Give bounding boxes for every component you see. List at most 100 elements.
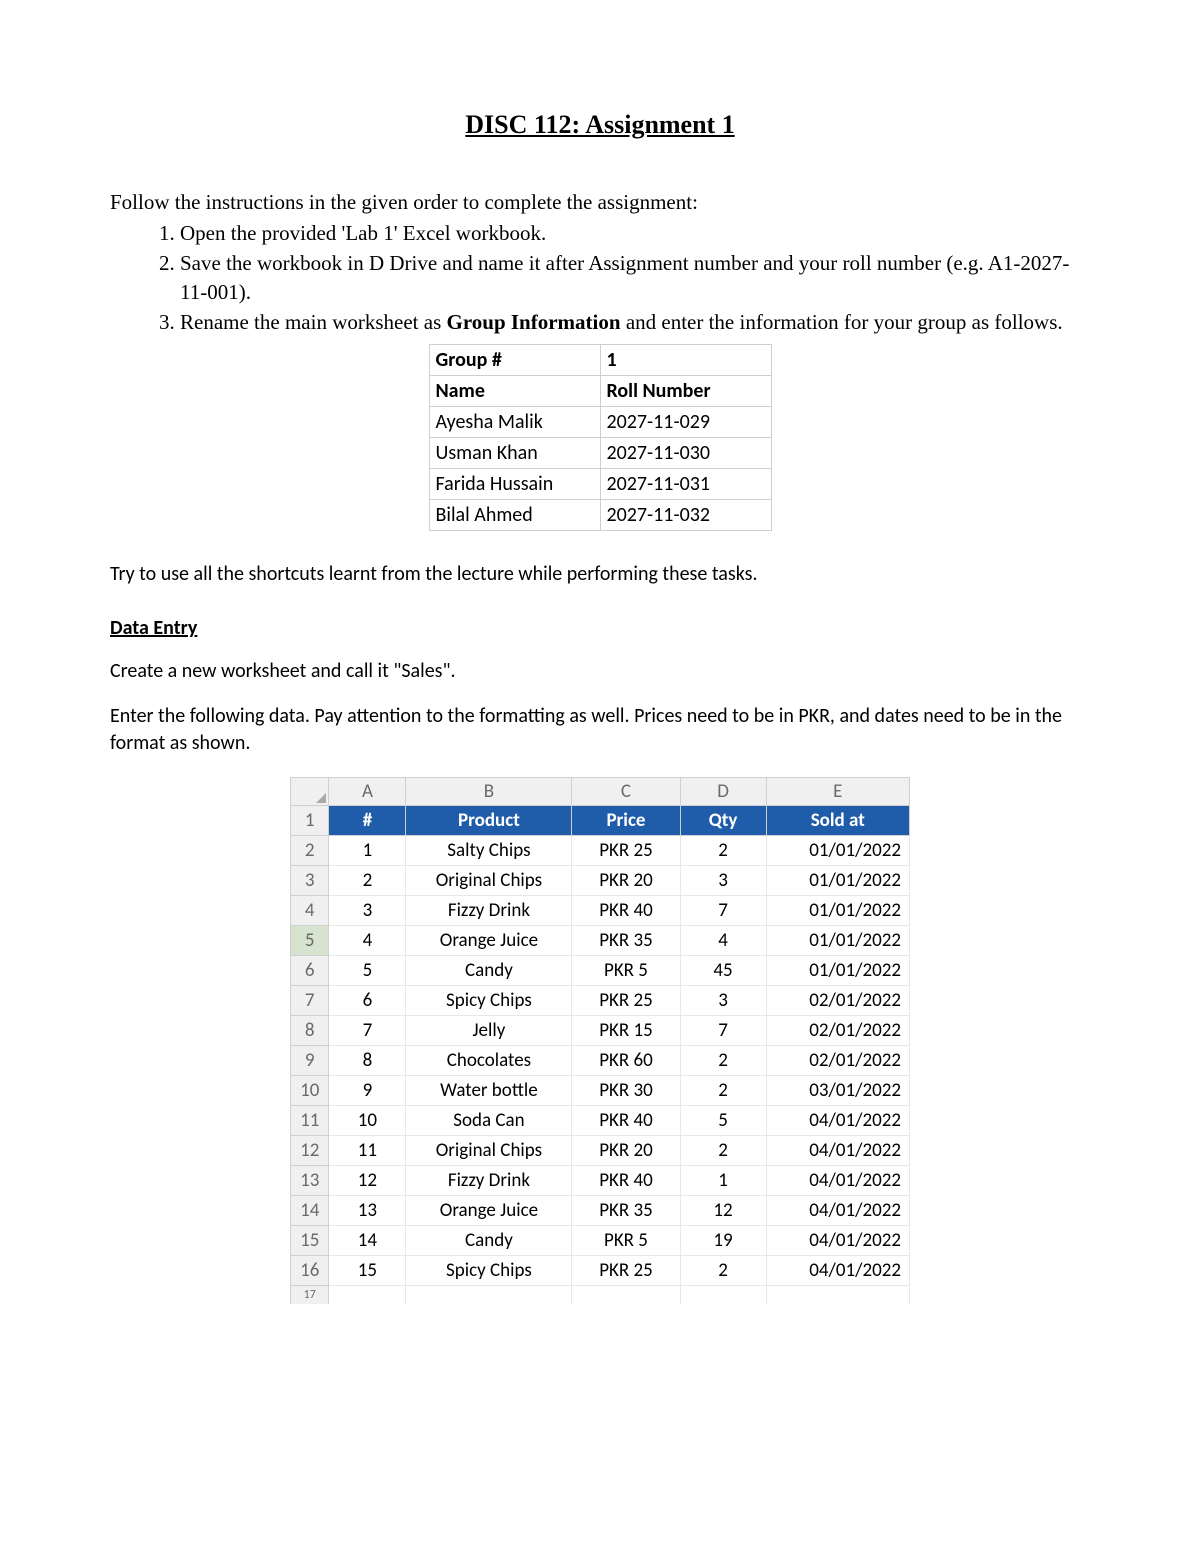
cell-num[interactable]: 7 <box>329 1016 406 1046</box>
cell-qty[interactable]: 2 <box>680 1136 766 1166</box>
cell-qty[interactable]: 2 <box>680 1046 766 1076</box>
row-header[interactable]: 12 <box>291 1136 329 1166</box>
row-header[interactable]: 2 <box>291 836 329 866</box>
cell-price[interactable]: PKR 5 <box>572 956 680 986</box>
row-header[interactable]: 10 <box>291 1076 329 1106</box>
row-header-1[interactable]: 1 <box>291 806 329 836</box>
cell-price[interactable]: PKR 20 <box>572 866 680 896</box>
cell-num[interactable]: 2 <box>329 866 406 896</box>
cell-price[interactable]: PKR 40 <box>572 896 680 926</box>
cell-num[interactable]: 15 <box>329 1256 406 1286</box>
cell-product[interactable]: Candy <box>406 1226 572 1256</box>
row-header[interactable]: 16 <box>291 1256 329 1286</box>
cell-product[interactable]: Orange Juice <box>406 1196 572 1226</box>
data-header-num[interactable]: # <box>329 806 406 836</box>
cell-num[interactable]: 10 <box>329 1106 406 1136</box>
cell-price[interactable]: PKR 60 <box>572 1046 680 1076</box>
cell-price[interactable]: PKR 40 <box>572 1166 680 1196</box>
cell-qty[interactable]: 45 <box>680 956 766 986</box>
cell-price[interactable]: PKR 5 <box>572 1226 680 1256</box>
cell-num[interactable]: 3 <box>329 896 406 926</box>
cell-num[interactable]: 4 <box>329 926 406 956</box>
cell-num[interactable]: 6 <box>329 986 406 1016</box>
cell-num[interactable]: 8 <box>329 1046 406 1076</box>
cell-qty[interactable]: 3 <box>680 866 766 896</box>
cell-num[interactable]: 5 <box>329 956 406 986</box>
empty-cell[interactable] <box>766 1286 909 1305</box>
cell-qty[interactable]: 2 <box>680 836 766 866</box>
cell-price[interactable]: PKR 25 <box>572 836 680 866</box>
cell-product[interactable]: Spicy Chips <box>406 1256 572 1286</box>
cell-price[interactable]: PKR 35 <box>572 1196 680 1226</box>
cell-num[interactable]: 1 <box>329 836 406 866</box>
row-header[interactable]: 17 <box>291 1286 329 1305</box>
cell-product[interactable]: Orange Juice <box>406 926 572 956</box>
row-header[interactable]: 3 <box>291 866 329 896</box>
cell-product[interactable]: Spicy Chips <box>406 986 572 1016</box>
cell-qty[interactable]: 2 <box>680 1256 766 1286</box>
cell-date[interactable]: 02/01/2022 <box>766 986 909 1016</box>
col-header-A[interactable]: A <box>329 778 406 806</box>
cell-product[interactable]: Water bottle <box>406 1076 572 1106</box>
cell-price[interactable]: PKR 25 <box>572 986 680 1016</box>
cell-date[interactable]: 01/01/2022 <box>766 896 909 926</box>
cell-date[interactable]: 02/01/2022 <box>766 1046 909 1076</box>
cell-qty[interactable]: 2 <box>680 1076 766 1106</box>
cell-date[interactable]: 04/01/2022 <box>766 1256 909 1286</box>
cell-date[interactable]: 04/01/2022 <box>766 1226 909 1256</box>
row-header[interactable]: 4 <box>291 896 329 926</box>
empty-cell[interactable] <box>329 1286 406 1305</box>
cell-qty[interactable]: 19 <box>680 1226 766 1256</box>
cell-date[interactable]: 03/01/2022 <box>766 1076 909 1106</box>
col-header-E[interactable]: E <box>766 778 909 806</box>
cell-product[interactable]: Fizzy Drink <box>406 1166 572 1196</box>
empty-cell[interactable] <box>680 1286 766 1305</box>
cell-qty[interactable]: 3 <box>680 986 766 1016</box>
cell-product[interactable]: Candy <box>406 956 572 986</box>
col-header-D[interactable]: D <box>680 778 766 806</box>
row-header[interactable]: 13 <box>291 1166 329 1196</box>
cell-product[interactable]: Fizzy Drink <box>406 896 572 926</box>
cell-date[interactable]: 04/01/2022 <box>766 1106 909 1136</box>
cell-product[interactable]: Jelly <box>406 1016 572 1046</box>
cell-date[interactable]: 04/01/2022 <box>766 1136 909 1166</box>
row-header[interactable]: 6 <box>291 956 329 986</box>
row-header[interactable]: 5 <box>291 926 329 956</box>
cell-product[interactable]: Soda Can <box>406 1106 572 1136</box>
data-header-product[interactable]: Product <box>406 806 572 836</box>
cell-qty[interactable]: 1 <box>680 1166 766 1196</box>
row-header[interactable]: 8 <box>291 1016 329 1046</box>
cell-qty[interactable]: 7 <box>680 896 766 926</box>
cell-price[interactable]: PKR 15 <box>572 1016 680 1046</box>
cell-num[interactable]: 12 <box>329 1166 406 1196</box>
cell-num[interactable]: 11 <box>329 1136 406 1166</box>
select-all-corner[interactable] <box>291 778 329 806</box>
cell-price[interactable]: PKR 20 <box>572 1136 680 1166</box>
data-header-soldat[interactable]: Sold at <box>766 806 909 836</box>
cell-qty[interactable]: 12 <box>680 1196 766 1226</box>
cell-qty[interactable]: 5 <box>680 1106 766 1136</box>
empty-cell[interactable] <box>572 1286 680 1305</box>
row-header[interactable]: 7 <box>291 986 329 1016</box>
cell-price[interactable]: PKR 40 <box>572 1106 680 1136</box>
cell-product[interactable]: Chocolates <box>406 1046 572 1076</box>
data-header-price[interactable]: Price <box>572 806 680 836</box>
cell-qty[interactable]: 7 <box>680 1016 766 1046</box>
cell-date[interactable]: 04/01/2022 <box>766 1196 909 1226</box>
cell-product[interactable]: Original Chips <box>406 1136 572 1166</box>
col-header-B[interactable]: B <box>406 778 572 806</box>
cell-date[interactable]: 02/01/2022 <box>766 1016 909 1046</box>
cell-date[interactable]: 01/01/2022 <box>766 926 909 956</box>
cell-price[interactable]: PKR 30 <box>572 1076 680 1106</box>
data-header-qty[interactable]: Qty <box>680 806 766 836</box>
row-header[interactable]: 9 <box>291 1046 329 1076</box>
row-header[interactable]: 14 <box>291 1196 329 1226</box>
cell-qty[interactable]: 4 <box>680 926 766 956</box>
cell-date[interactable]: 04/01/2022 <box>766 1166 909 1196</box>
col-header-C[interactable]: C <box>572 778 680 806</box>
cell-num[interactable]: 13 <box>329 1196 406 1226</box>
cell-product[interactable]: Original Chips <box>406 866 572 896</box>
empty-cell[interactable] <box>406 1286 572 1305</box>
cell-num[interactable]: 14 <box>329 1226 406 1256</box>
cell-date[interactable]: 01/01/2022 <box>766 836 909 866</box>
